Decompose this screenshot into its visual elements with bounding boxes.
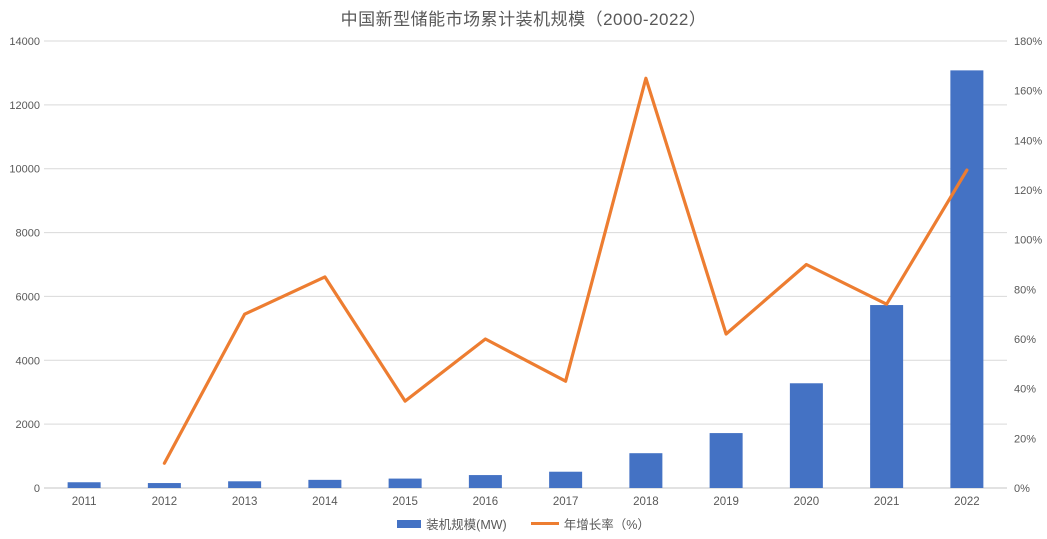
x-axis-label-2020: 2020 — [794, 496, 820, 508]
line-series-swatch — [530, 522, 559, 525]
x-axis-label-2013: 2013 — [232, 496, 258, 508]
right-axis-tick: 140% — [1014, 135, 1042, 147]
left-axis-tick: 12000 — [9, 100, 40, 112]
legend-item-growth-rate: 年增长率（%） — [530, 514, 650, 533]
right-axis-tick: 0% — [1014, 483, 1030, 495]
bar-2013 — [228, 481, 262, 488]
x-axis-label-2012: 2012 — [152, 496, 178, 508]
right-axis-tick: 60% — [1014, 334, 1036, 346]
bar-2015 — [388, 478, 422, 488]
legend: 装机规模(MW) 年增长率（%） — [0, 514, 1047, 533]
left-axis-tick: 14000 — [9, 36, 40, 48]
bar-2019 — [709, 433, 743, 488]
growth-rate-line — [162, 76, 969, 465]
left-axis-tick: 8000 — [16, 228, 40, 240]
left-axis-tick: 2000 — [16, 419, 40, 431]
left-axis-tick: 0 — [34, 483, 40, 495]
right-axis-tick: 100% — [1014, 235, 1042, 247]
x-axis-label-2017: 2017 — [553, 496, 579, 508]
x-axis-label-2019: 2019 — [713, 496, 739, 508]
bar-2014 — [308, 479, 342, 488]
right-axis-tick: 120% — [1014, 185, 1042, 197]
bar-2018 — [629, 453, 663, 488]
x-axis-label-2015: 2015 — [392, 496, 418, 508]
left-axis-tick: 10000 — [9, 164, 40, 176]
bar-series-swatch — [397, 519, 422, 528]
bar-2011 — [67, 482, 101, 488]
bar-2020 — [789, 383, 823, 488]
left-axis-tick: 4000 — [16, 355, 40, 367]
right-axis-tick: 80% — [1014, 284, 1036, 296]
bar-2012 — [147, 483, 181, 488]
legend-label-installed-capacity: 装机规模(MW) — [426, 518, 507, 532]
x-axis-label-2022: 2022 — [954, 496, 980, 508]
left-axis-tick: 6000 — [16, 291, 40, 303]
bar-2022 — [950, 70, 984, 489]
right-axis-tick: 180% — [1014, 36, 1042, 48]
bar-2021 — [870, 305, 904, 488]
legend-label-growth-rate: 年增长率（%） — [563, 518, 650, 532]
right-axis-tick: 160% — [1014, 86, 1042, 98]
bar-2017 — [549, 471, 583, 488]
chart-title: 中国新型储能市场累计装机规模（2000-2022） — [340, 10, 707, 29]
legend-item-installed-capacity: 装机规模(MW) — [397, 514, 507, 533]
right-axis-tick: 40% — [1014, 384, 1036, 396]
x-axis-label-2016: 2016 — [473, 496, 499, 508]
x-axis-label-2018: 2018 — [633, 496, 659, 508]
bar-2016 — [468, 475, 502, 488]
x-axis-label-2021: 2021 — [874, 496, 900, 508]
x-axis-label-2011: 2011 — [72, 496, 97, 508]
right-axis-tick: 20% — [1014, 433, 1036, 445]
x-axis-label-2014: 2014 — [312, 496, 338, 508]
